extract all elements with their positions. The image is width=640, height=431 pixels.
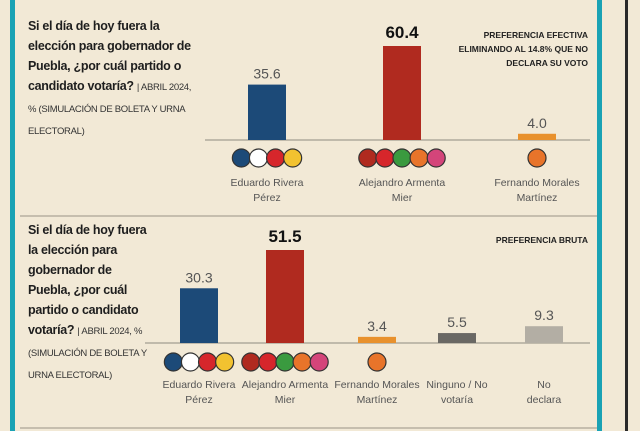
party-logo — [392, 148, 412, 168]
party-logo — [180, 352, 201, 372]
category-label: Eduardo Rivera Pérez — [230, 177, 304, 204]
border-left — [10, 0, 15, 431]
party-logo — [231, 148, 251, 168]
chart-title: Si el día de hoy fuera la elección para … — [28, 223, 147, 337]
party-logo — [283, 148, 303, 168]
party-logo — [527, 148, 547, 168]
value-label: 4.0 — [527, 115, 547, 131]
value-label: 30.3 — [185, 269, 212, 285]
annotation: PREFERENCIA BRUTA — [495, 235, 588, 245]
party-logo — [367, 352, 387, 372]
value-label: 5.5 — [447, 314, 467, 330]
party-logo — [265, 148, 286, 168]
title-block: Si el día de hoy fuera la elección para … — [28, 220, 150, 386]
value-label: 3.4 — [367, 318, 387, 334]
category-label: Fernando Morales Martínez — [494, 177, 580, 204]
category-label: No declara — [526, 379, 562, 406]
category-label: Eduardo Rivera Pérez — [162, 379, 236, 406]
party-logo — [292, 352, 312, 372]
category-label: Alejandro Armenta Mier — [358, 177, 446, 204]
value-label: 51.5 — [268, 227, 301, 246]
value-label: 9.3 — [534, 307, 554, 323]
bar — [383, 46, 421, 140]
border-right — [597, 0, 602, 431]
party-logo — [275, 352, 295, 372]
category-label: Alejandro Armenta Mier — [241, 379, 329, 406]
party-logo — [215, 352, 235, 372]
chart-subtitle: | ABRIL 2024, % (SIMULACIÓN DE BOLETA Y … — [28, 82, 192, 137]
party-logo — [358, 148, 378, 168]
title-block: Si el día de hoy fuera la elección para … — [28, 16, 200, 142]
party-logo — [258, 352, 278, 372]
party-logo — [426, 148, 446, 168]
party-logo — [163, 352, 183, 372]
chart-subtitle: | ABRIL 2024, % (SIMULACIÓN DE BOLETA Y … — [28, 326, 147, 381]
party-logo — [409, 148, 429, 168]
bar — [438, 333, 476, 343]
party-logo — [241, 352, 261, 372]
edge-line — [625, 0, 628, 431]
party-logo — [248, 148, 269, 168]
bar — [525, 326, 563, 343]
party-logo — [197, 352, 218, 372]
bar — [358, 336, 396, 343]
bar — [180, 288, 218, 343]
bar — [266, 250, 304, 343]
bar — [248, 84, 286, 140]
value-label: 60.4 — [385, 23, 419, 42]
category-label: Fernando Morales Martínez — [334, 379, 420, 406]
party-logo — [375, 148, 395, 168]
category-label: Ninguno / No votaría — [426, 379, 488, 406]
bar — [518, 133, 556, 140]
chart-title: Si el día de hoy fuera la elección para … — [28, 19, 191, 93]
value-label: 35.6 — [253, 66, 280, 82]
party-logo — [309, 352, 329, 372]
annotation: PREFERENCIA EFECTIVA ELIMINANDO AL 14.8%… — [458, 30, 588, 68]
